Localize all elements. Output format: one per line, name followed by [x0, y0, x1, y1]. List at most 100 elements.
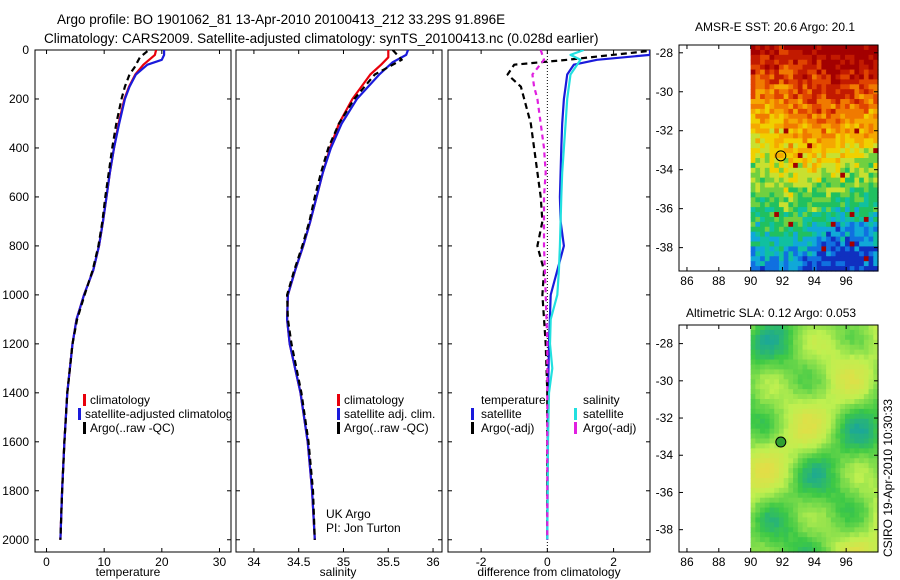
map-cell	[774, 458, 780, 464]
map-cell	[859, 221, 865, 228]
map-cell	[821, 547, 827, 553]
map-cell	[854, 138, 860, 144]
map-cell	[778, 138, 785, 144]
map-cell	[811, 212, 818, 218]
map-cell	[849, 45, 856, 51]
map-cell	[797, 167, 804, 174]
map-cell	[797, 256, 804, 262]
y-tick-label: 2000	[2, 533, 29, 547]
map-cell	[778, 99, 785, 105]
map-cell	[783, 128, 789, 135]
map-cell	[859, 349, 865, 356]
map-cell	[755, 99, 761, 105]
map-cell	[774, 443, 780, 449]
map-cell	[793, 329, 799, 336]
map-cell	[830, 527, 837, 533]
map-cell	[750, 408, 756, 415]
map-cell	[750, 364, 756, 371]
map-cell	[849, 158, 856, 164]
x-tick-label: 86	[680, 555, 694, 569]
map-cell	[760, 394, 766, 400]
map-cell	[811, 79, 818, 85]
map-cell	[863, 94, 870, 100]
map-cell	[807, 167, 813, 174]
map-cell	[849, 537, 856, 543]
map-cell	[774, 226, 780, 233]
map-cell	[863, 138, 870, 144]
map-cell	[764, 266, 771, 272]
map-cell	[863, 349, 870, 356]
map-cell	[788, 502, 794, 509]
map-cell	[854, 502, 860, 509]
map-cell	[750, 512, 756, 519]
map-cell	[821, 487, 827, 494]
map-cell	[802, 502, 808, 509]
map-cell	[863, 54, 870, 61]
map-cell	[844, 453, 851, 459]
map-cell	[755, 542, 761, 548]
map-cell	[793, 394, 799, 400]
map-cell	[802, 153, 808, 159]
map-cell	[760, 463, 766, 469]
map-cell	[873, 197, 879, 203]
map-cell	[849, 251, 856, 257]
map-cell	[760, 54, 766, 61]
map-cell	[793, 433, 799, 440]
map-cell	[816, 226, 822, 233]
map-cell	[788, 522, 794, 528]
map-cell	[868, 458, 874, 464]
map-cell	[840, 261, 846, 267]
legend-label-argo: Argo(..raw -QC)	[344, 421, 429, 435]
timestamp-label: CSIRO 19-Apr-2010 10:30:33	[881, 399, 895, 557]
map-cell	[863, 438, 870, 445]
map-cell	[873, 212, 879, 218]
map-cell	[797, 389, 804, 395]
map-cell	[835, 158, 841, 164]
map-cell	[868, 113, 874, 120]
y-tick-label: 600	[9, 190, 29, 204]
map-cell	[774, 512, 780, 519]
map-cell	[797, 477, 804, 484]
map-cell	[859, 187, 865, 193]
map-cell	[774, 212, 780, 218]
map-cell	[807, 532, 813, 538]
map-cell	[783, 202, 789, 208]
map-cell	[849, 212, 856, 218]
map-cell	[821, 384, 827, 390]
map-cell	[844, 344, 851, 351]
map-cell	[816, 339, 822, 346]
map-cell	[760, 384, 766, 390]
map-cell	[783, 69, 789, 76]
map-cell	[863, 334, 870, 341]
temperature-legend: climatology satellite-adjusted climatolo…	[78, 393, 232, 435]
map-cell	[760, 418, 766, 425]
map-cell	[793, 428, 799, 435]
map-cell	[778, 477, 785, 484]
map-cell	[859, 236, 865, 243]
map-cell	[840, 482, 846, 489]
map-cell	[826, 221, 832, 228]
map-cell	[797, 212, 804, 218]
map-cell	[854, 497, 860, 504]
map-cell	[821, 113, 827, 120]
map-cell	[821, 79, 827, 85]
map-cell	[826, 162, 832, 169]
map-cell	[868, 448, 874, 454]
map-cell	[873, 512, 879, 519]
map-cell	[788, 103, 794, 110]
map-cell	[835, 463, 841, 469]
map-cell	[844, 123, 851, 130]
map-cell	[873, 463, 879, 469]
map-cell	[774, 84, 780, 90]
map-cell	[868, 344, 874, 351]
annotation-uk-argo: UK Argo	[326, 507, 371, 521]
map-cell	[830, 54, 837, 61]
map-cell	[835, 59, 841, 66]
map-cell	[793, 148, 799, 154]
map-cell	[873, 482, 879, 489]
map-cell	[797, 94, 804, 100]
map-cell	[774, 384, 780, 390]
map-cell	[816, 236, 822, 243]
map-cell	[788, 453, 794, 459]
map-cell	[769, 241, 775, 248]
